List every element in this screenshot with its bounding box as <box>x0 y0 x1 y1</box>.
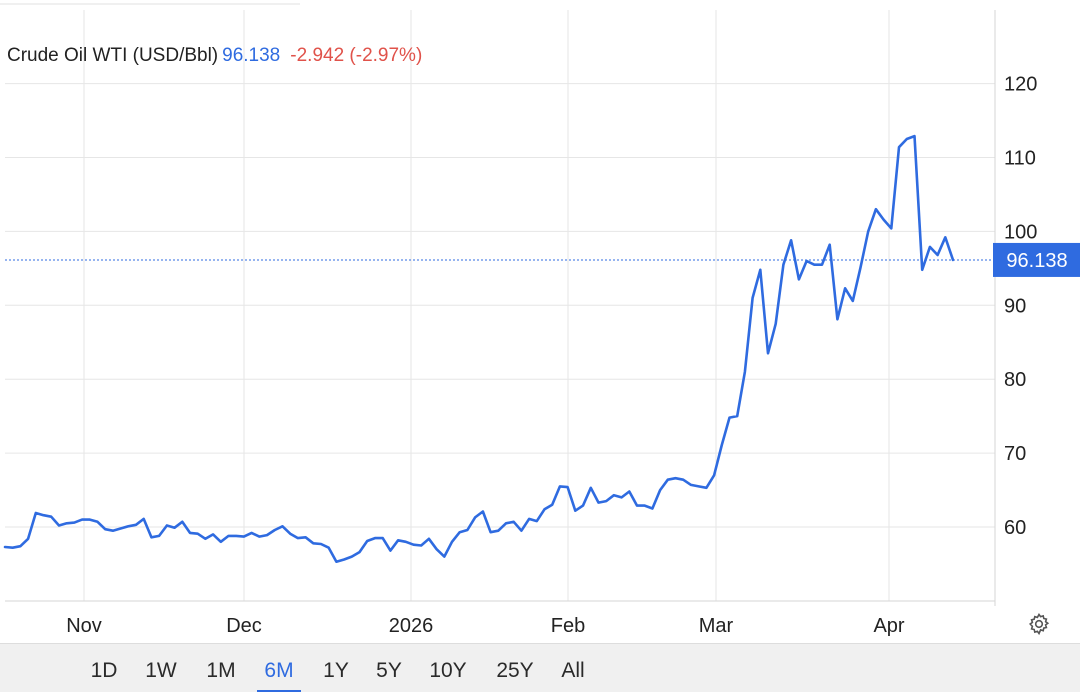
y-tick-label: 70 <box>1004 443 1026 465</box>
price-change: -2.942 (-2.97%) <box>290 45 423 66</box>
range-button-all[interactable]: All <box>561 659 585 682</box>
grid <box>0 3 996 606</box>
range-button-1d[interactable]: 1D <box>90 659 118 682</box>
y-tick-label: 100 <box>1004 221 1037 243</box>
price-line <box>3 134 955 563</box>
x-tick-label: Dec <box>226 615 262 637</box>
current-price: 96.138 <box>222 45 281 66</box>
range-button-1y[interactable]: 1Y <box>323 659 349 682</box>
current-price-tag-label: 96.138 <box>1006 250 1067 272</box>
x-tick-label: Feb <box>551 615 585 637</box>
y-axis: 60 70 80 90 100 110 120 <box>1004 74 1037 539</box>
current-price-tag <box>993 242 1080 277</box>
range-button-1m[interactable]: 1M <box>206 659 236 682</box>
settings-button[interactable] <box>1024 609 1054 639</box>
range-button-6m[interactable]: 6M <box>257 644 301 692</box>
y-tick-label: 110 <box>1004 148 1036 170</box>
range-selector: 1D 1W 1M 6M 1Y 5Y 10Y 25Y All <box>0 643 1080 692</box>
y-tick-label: 80 <box>1004 369 1026 391</box>
current-price-layer: 96.138 <box>5 242 1080 277</box>
price-line-layer <box>3 134 955 563</box>
chart: 96.138 60 70 80 90 100 110 120 Nov Dec 2026 Feb Ma… <box>0 3 1080 637</box>
x-tick-label: Mar <box>699 615 734 637</box>
range-button-10y[interactable]: 10Y <box>429 659 467 682</box>
chart-header: Crude Oil WTI (USD/Bbl) 96.138 -2.942 (-2.… <box>7 45 422 67</box>
gear-icon <box>1028 613 1050 636</box>
instrument-name: Crude Oil WTI (USD/Bbl) <box>7 45 219 66</box>
y-tick-label: 90 <box>1004 295 1026 317</box>
y-tick-label: 60 <box>1004 517 1026 539</box>
x-tick-label: Nov <box>66 615 102 637</box>
range-button-5y[interactable]: 5Y <box>376 659 402 682</box>
x-tick-label: Apr <box>873 615 904 637</box>
x-tick-label: 2026 <box>389 615 434 637</box>
x-axis: Nov Dec 2026 Feb Mar Apr <box>66 615 905 637</box>
range-button-1w[interactable]: 1W <box>145 659 177 682</box>
y-tick-label: 120 <box>1004 74 1037 96</box>
range-button-25y[interactable]: 25Y <box>496 659 534 682</box>
